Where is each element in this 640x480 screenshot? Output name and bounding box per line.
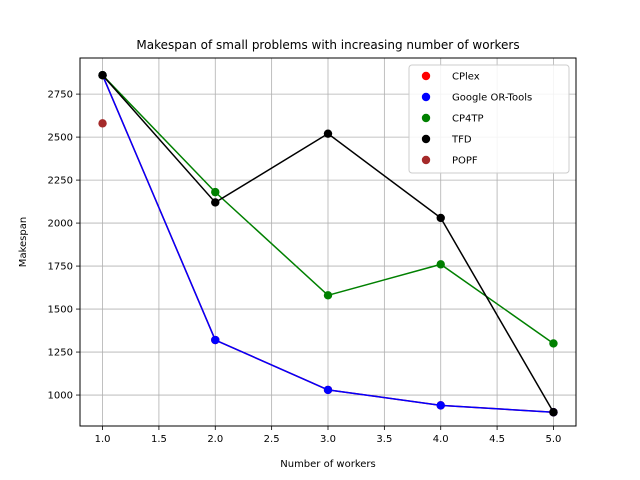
data-point-tfd [549, 408, 558, 417]
x-tick-label: 2.5 [264, 434, 280, 445]
series-popf [98, 119, 107, 128]
x-tick-label: 3.5 [376, 434, 392, 445]
legend-box [408, 64, 570, 174]
legend-label-google-or-tools: Google OR-Tools [452, 93, 532, 104]
legend-label-cp4tp: CP4TP [452, 114, 484, 125]
axis-ticks: 1.0 1.5 2.0 2.5 3.0 3.5 4.0 4.5 5.0 1000 1250 1500 1… [48, 90, 562, 445]
legend-marker-google-or-tools [421, 92, 431, 102]
y-tick-label: 1500 [48, 305, 73, 316]
data-point-cp4tp [436, 260, 445, 269]
x-tick-label: 4.0 [433, 434, 449, 445]
x-tick-label: 1.5 [151, 434, 167, 445]
data-point-tfd [211, 198, 220, 207]
x-axis-label: Number of workers [280, 459, 375, 470]
legend-marker-popf [421, 155, 431, 165]
data-point-google-or-tools [211, 335, 220, 345]
data-point-cp4tp [211, 187, 220, 197]
y-tick-label: 2000 [48, 219, 73, 230]
data-point-cp4tp [323, 291, 333, 300]
y-tick-label: 2750 [48, 90, 73, 101]
y-tick-label: 2500 [48, 133, 73, 144]
chart-title: Makespan of small problems with increasi… [136, 38, 519, 52]
legend-marker-tfd [421, 134, 431, 144]
legend-label-tfd: TFD [451, 135, 472, 146]
legend: CPlex Google OR-Tools CP4TP TFD POPF [408, 64, 570, 174]
y-tick-label: 1250 [48, 348, 73, 359]
y-tick-label: 2250 [48, 176, 73, 187]
x-tick-label: 1.0 [95, 434, 111, 445]
series-tfd [98, 70, 558, 417]
y-tick-label: 1750 [48, 262, 73, 273]
legend-marker-cplex [421, 71, 431, 81]
data-point-popf [98, 119, 107, 128]
data-point-tfd [323, 129, 333, 138]
data-series [98, 70, 558, 417]
x-tick-label: 3.0 [320, 434, 336, 445]
legend-label-cplex: CPlex [452, 72, 480, 83]
data-point-tfd [436, 213, 445, 223]
x-tick-label: 2.0 [207, 434, 223, 445]
y-axis-label: Makespan [18, 217, 29, 267]
data-point-tfd [98, 70, 107, 80]
y-tick-label: 1000 [48, 391, 73, 402]
data-point-google-or-tools [436, 401, 445, 410]
data-point-cp4tp [549, 339, 558, 348]
data-point-google-or-tools [323, 385, 333, 395]
x-tick-label: 5.0 [546, 434, 562, 445]
legend-marker-cp4tp [421, 113, 431, 123]
x-tick-label: 4.5 [489, 434, 505, 445]
legend-label-popf: POPF [452, 156, 478, 167]
